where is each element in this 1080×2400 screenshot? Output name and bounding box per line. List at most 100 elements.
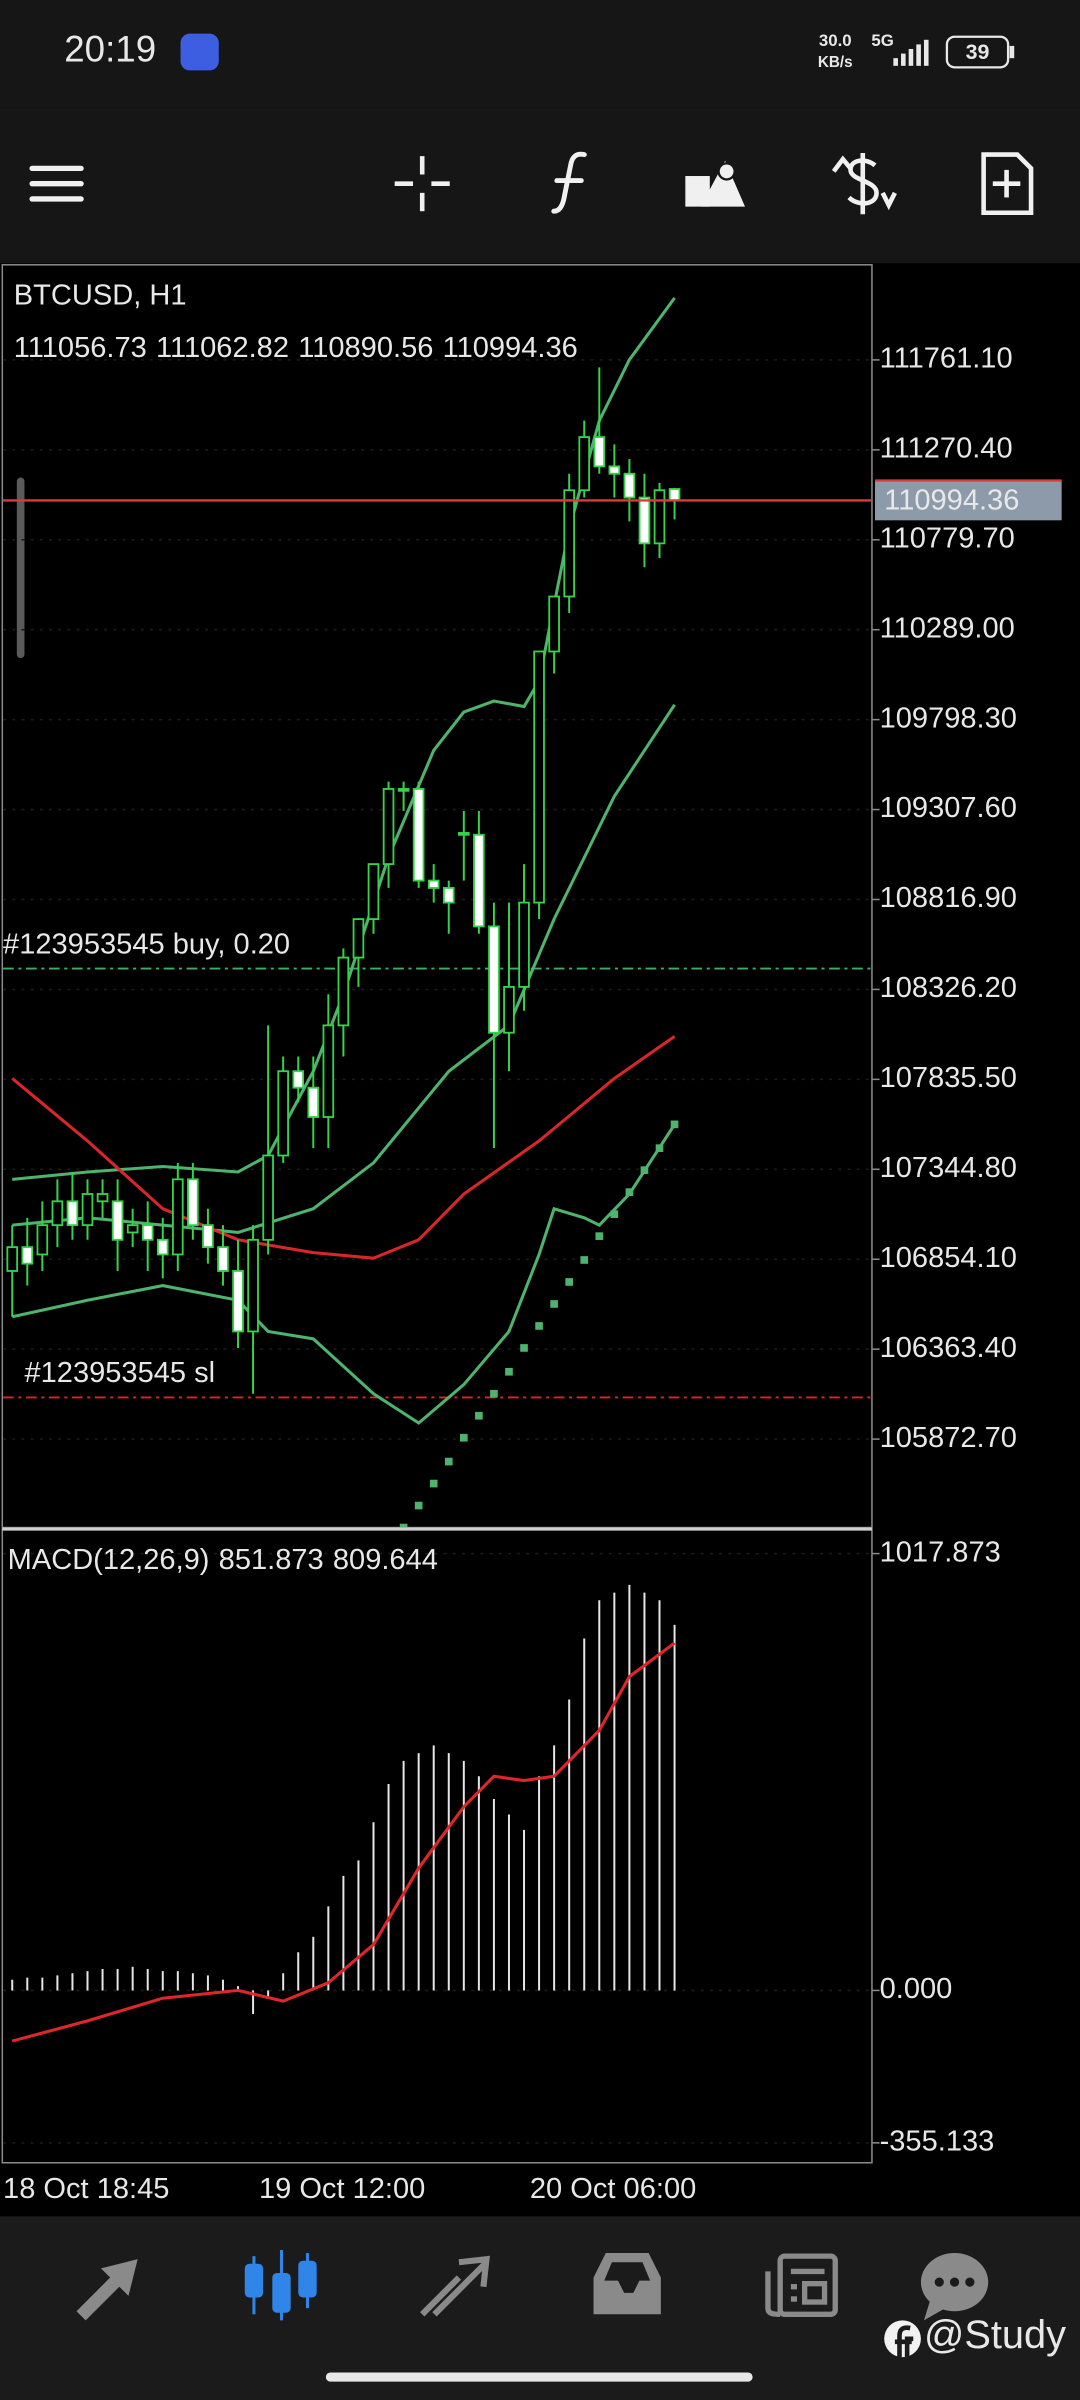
symbol-title: BTCUSD, H1 xyxy=(14,280,187,312)
candle-body xyxy=(156,1238,169,1256)
news-tab[interactable] xyxy=(765,2253,838,2317)
sar-dot xyxy=(535,1322,543,1330)
quotes-tab[interactable] xyxy=(76,2259,138,2321)
candle-body xyxy=(96,1193,109,1203)
current-price-box xyxy=(875,480,1062,521)
candle-body xyxy=(141,1224,154,1241)
macd-plot xyxy=(3,1552,872,2144)
candle-body xyxy=(623,472,636,499)
sar-dot xyxy=(550,1300,558,1308)
order-label: #123953545 sl xyxy=(24,1357,215,1389)
y-tick-label: 108326.20 xyxy=(880,972,1017,1004)
sar-dot xyxy=(610,1210,619,1218)
signal-icon xyxy=(893,39,929,66)
candle-body xyxy=(458,832,470,836)
ohlc-readout: 111056.73 111062.82 110890.56 110994.36 xyxy=(14,332,578,364)
candle-body xyxy=(473,833,485,928)
net-unit: KB/s xyxy=(818,54,853,71)
low-value: 110890.56 xyxy=(298,332,433,364)
candle-body xyxy=(563,489,576,598)
candle-body xyxy=(66,1200,79,1227)
battery-level: 39 xyxy=(966,40,990,64)
signal-value: 809.644 xyxy=(333,1544,438,1576)
menu-button[interactable] xyxy=(29,165,84,202)
candle-body xyxy=(187,1178,199,1227)
trade-tab[interactable] xyxy=(420,2255,490,2317)
candle-body xyxy=(533,650,545,904)
y-tick-label: 106854.10 xyxy=(880,1242,1017,1274)
candle-body xyxy=(608,465,621,475)
sar-dot xyxy=(655,1144,664,1153)
y-tick-label: 110289.00 xyxy=(880,612,1015,644)
crosshair-button[interactable] xyxy=(394,156,450,212)
candle-body xyxy=(578,436,591,492)
y-tick-label: 106363.40 xyxy=(880,1332,1017,1364)
candle-body xyxy=(21,1246,34,1265)
battery-tip xyxy=(1009,45,1015,59)
candle-body xyxy=(638,496,651,545)
high-value: 111062.82 xyxy=(156,332,289,364)
y-tick-label: 110779.70 xyxy=(880,522,1015,554)
y-tick-label: 111761.10 xyxy=(880,343,1013,375)
candle-body xyxy=(126,1224,139,1234)
sar-dot xyxy=(459,1433,468,1442)
candle-body xyxy=(81,1193,94,1227)
macd-value: 851.873 xyxy=(219,1544,324,1576)
indicator-line xyxy=(11,1035,676,1260)
y-tick-label: 109307.60 xyxy=(880,792,1017,824)
candle-body xyxy=(442,887,455,904)
candle-body xyxy=(232,1270,244,1333)
candle-body xyxy=(382,788,395,866)
sar-dot xyxy=(505,1367,513,1376)
sar-dot xyxy=(580,1256,589,1264)
indicators-button[interactable] xyxy=(551,151,587,214)
home-indicator xyxy=(325,2372,753,2382)
candle-body xyxy=(518,901,530,988)
watermark: @Study xyxy=(924,2313,1066,2357)
x-tick-label: 18 Oct 18:45 xyxy=(3,2173,169,2205)
candle-body xyxy=(503,985,515,1034)
sar-dot xyxy=(565,1278,574,1286)
trade-button[interactable] xyxy=(831,153,897,215)
toolbar xyxy=(0,107,1080,264)
main-plot xyxy=(3,296,872,1528)
clock: 20:19 xyxy=(64,29,156,70)
status-bar xyxy=(0,0,1080,108)
sar-dot xyxy=(399,1523,408,1528)
y-tick-label: 105872.70 xyxy=(880,1422,1017,1454)
bottom-nav xyxy=(0,2216,1080,2400)
signal-line xyxy=(11,1641,676,2043)
chart-tab[interactable] xyxy=(244,2250,317,2321)
history-tab[interactable] xyxy=(593,2253,661,2315)
candle-body xyxy=(488,925,500,1034)
candle-body xyxy=(111,1200,124,1241)
order-label: #123953545 buy, 0.20 xyxy=(3,928,290,960)
sar-dot xyxy=(595,1232,604,1240)
candle-body xyxy=(397,788,410,792)
candle-body xyxy=(548,595,560,653)
indicator-line xyxy=(12,296,676,1181)
indicator-line xyxy=(11,1123,676,1425)
y-tick-label: 1017.873 xyxy=(880,1536,1001,1568)
sar-dot xyxy=(490,1389,498,1398)
y-tick-label: -355.133 xyxy=(880,2126,995,2158)
objects-button[interactable] xyxy=(685,160,745,207)
y-tick-label: 108816.90 xyxy=(880,882,1017,914)
new-order-button[interactable] xyxy=(981,152,1034,216)
axes: 111761.10 111270.40 110779.70 110289.00 1097… xyxy=(3,343,1062,2205)
candle-body xyxy=(292,1070,305,1089)
indicator-line xyxy=(12,703,676,1235)
sar-dot xyxy=(640,1166,649,1174)
sar-dot xyxy=(625,1188,634,1196)
chat-tab[interactable] xyxy=(920,2253,989,2321)
candle-body xyxy=(51,1200,64,1227)
candle-body xyxy=(202,1224,214,1249)
current-price-label: 110994.36 xyxy=(884,485,1019,517)
candle-body xyxy=(337,956,350,1027)
scroll-indicator xyxy=(16,477,25,659)
sar-dot xyxy=(475,1411,483,1420)
candle-body xyxy=(427,879,440,889)
battery xyxy=(945,35,1010,69)
candle-body xyxy=(412,788,425,882)
